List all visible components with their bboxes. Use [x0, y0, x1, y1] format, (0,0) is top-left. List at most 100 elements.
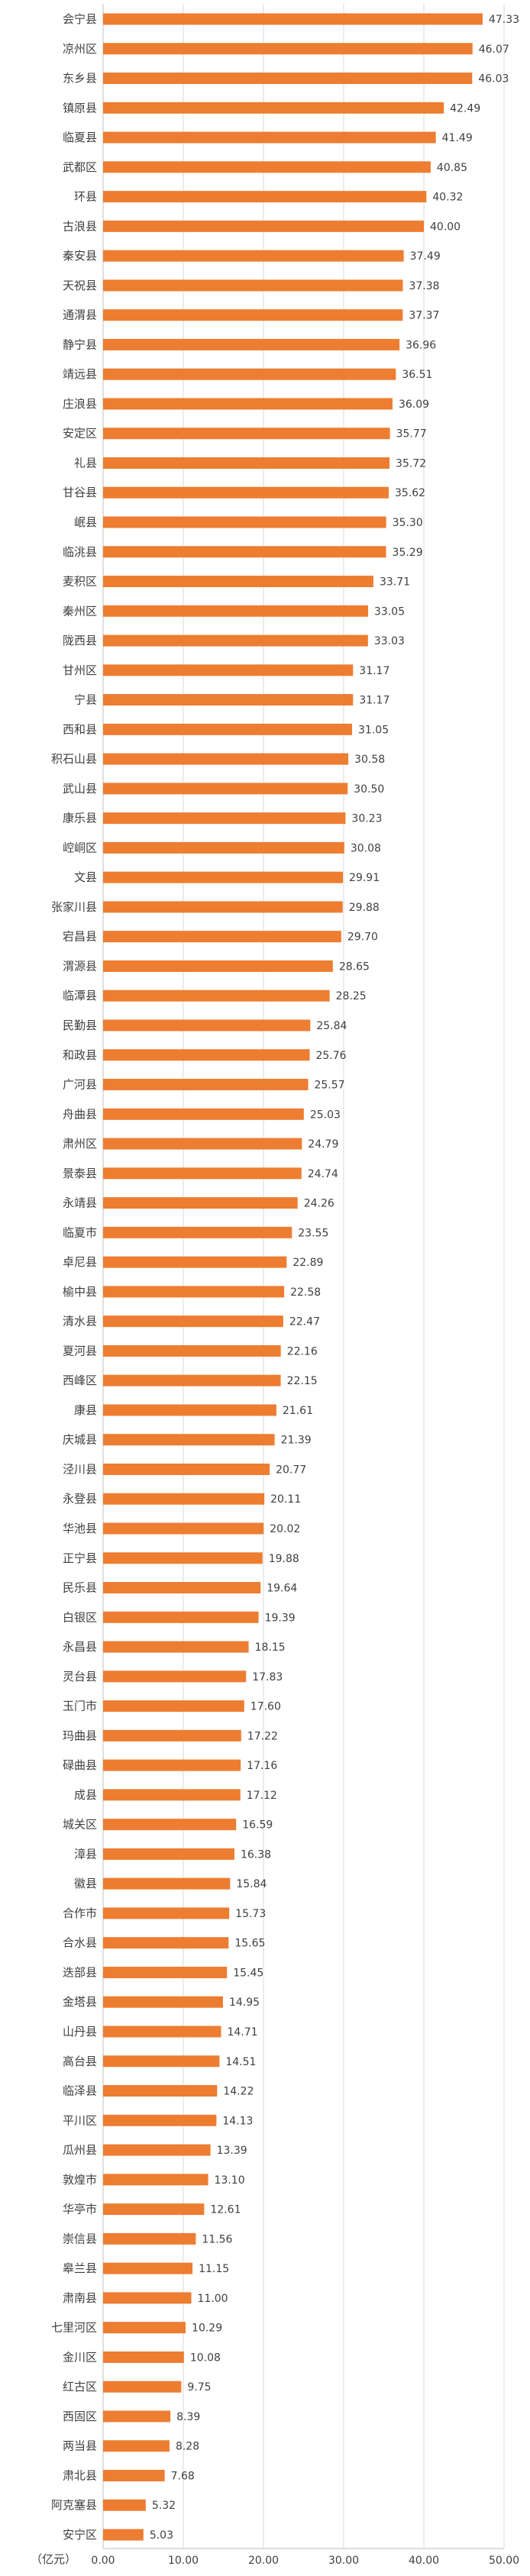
bar — [103, 1434, 275, 1446]
data-label: 31.05 — [358, 724, 389, 736]
category-label: 庄浪县 — [63, 397, 97, 411]
data-label: 23.55 — [298, 1227, 328, 1239]
category-label: 两当县 — [63, 2439, 97, 2453]
bar — [103, 1226, 292, 1238]
category-label: 城关区 — [63, 1818, 97, 1832]
bar — [103, 1729, 241, 1742]
category-label: 宕昌县 — [63, 930, 97, 944]
bar — [103, 428, 390, 440]
category-label: 永登县 — [63, 1492, 97, 1506]
category-label: 肃州区 — [63, 1137, 97, 1151]
category-label: 西峰区 — [63, 1374, 97, 1387]
data-label: 30.23 — [351, 813, 382, 825]
data-label: 14.95 — [229, 1997, 260, 2009]
bar — [103, 161, 431, 173]
bar — [103, 546, 386, 558]
category-label: 夏河县 — [63, 1344, 97, 1357]
data-label: 40.00 — [430, 221, 461, 233]
data-label: 24.79 — [308, 1138, 338, 1151]
bar — [103, 1197, 298, 1209]
data-label: 42.49 — [450, 102, 480, 115]
category-label: 清水县 — [63, 1315, 97, 1328]
data-label: 40.85 — [437, 162, 467, 174]
bar — [103, 279, 403, 292]
data-label: 25.84 — [316, 1020, 347, 1032]
bar — [103, 398, 393, 410]
category-label: 瓜州县 — [63, 2143, 97, 2157]
category-label: 静宁县 — [63, 337, 97, 351]
category-label: 文县 — [74, 870, 97, 884]
data-label: 15.84 — [236, 1878, 267, 1890]
bar — [103, 368, 396, 380]
category-label: 临潭县 — [63, 989, 97, 1002]
data-label: 33.05 — [374, 605, 405, 618]
bar — [103, 1138, 302, 1150]
bar — [103, 2232, 196, 2245]
data-label: 14.22 — [223, 2086, 254, 2098]
bar — [103, 931, 341, 943]
data-label: 20.11 — [270, 1493, 301, 1506]
bar — [103, 486, 389, 499]
data-label: 33.03 — [374, 635, 405, 647]
data-label: 15.45 — [233, 1967, 263, 1979]
category-label: 凉州区 — [63, 42, 97, 56]
data-label: 13.10 — [215, 2174, 245, 2187]
label-layer: 会宁县 47.33 凉州区 46.07 东乡县 46.03 镇原县 42.49 临夏县 41.49… — [51, 12, 519, 2542]
category-label: 山丹县 — [63, 2025, 97, 2039]
data-label: 37.49 — [410, 250, 441, 263]
category-label: 肃北县 — [63, 2468, 97, 2482]
category-label: 临夏市 — [63, 1225, 97, 1239]
bar — [103, 73, 473, 85]
data-label: 30.50 — [354, 783, 384, 796]
category-label: 华亭市 — [63, 2203, 97, 2216]
data-label: 35.72 — [396, 457, 426, 470]
bar — [103, 694, 354, 706]
data-label: 17.12 — [247, 1790, 277, 1802]
x-tick-label: 30.00 — [328, 2555, 359, 2567]
data-label: 14.51 — [225, 2056, 256, 2068]
category-label: 庆城县 — [63, 1433, 97, 1447]
x-tick-label: 50.00 — [489, 2555, 519, 2567]
bar — [103, 2055, 220, 2068]
data-label: 35.30 — [393, 517, 423, 529]
bar-layer — [103, 13, 483, 2541]
bar — [103, 1819, 237, 1831]
data-label: 22.15 — [287, 1375, 318, 1387]
bar — [103, 634, 368, 647]
category-label: 泾川县 — [63, 1462, 97, 1476]
category-label: 临泽县 — [63, 2084, 97, 2098]
data-label: 15.73 — [235, 1908, 266, 1920]
category-label: 天祝县 — [63, 279, 97, 292]
category-label: 安定区 — [63, 427, 97, 441]
category-label: 榆中县 — [63, 1285, 97, 1299]
x-tick-label: 20.00 — [248, 2555, 279, 2567]
bar — [103, 2026, 221, 2038]
x-tick-label: 10.00 — [168, 2555, 199, 2567]
category-label: 合作市 — [63, 1906, 97, 1920]
bar — [103, 131, 436, 144]
bar — [103, 1344, 281, 1357]
data-label: 20.77 — [276, 1464, 306, 1476]
data-label: 13.39 — [217, 2145, 247, 2157]
bar — [103, 338, 400, 350]
category-label: 宁县 — [74, 693, 97, 707]
data-label: 12.61 — [210, 2204, 241, 2216]
bar — [103, 1907, 230, 1919]
bar — [103, 2529, 144, 2541]
bar — [103, 1522, 264, 1535]
category-label: 渭源县 — [63, 959, 97, 973]
category-label: 成县 — [74, 1788, 97, 1802]
bar — [103, 989, 330, 1002]
bar — [103, 250, 404, 262]
category-label: 金塔县 — [63, 1995, 97, 2009]
bar — [103, 2381, 182, 2393]
category-label: 古浪县 — [63, 219, 97, 233]
category-label: 甘谷县 — [63, 486, 97, 499]
bar — [103, 457, 390, 469]
category-label: 卓尼县 — [63, 1255, 97, 1269]
data-label: 30.58 — [354, 754, 385, 766]
bar — [103, 2322, 186, 2334]
bar — [103, 2440, 170, 2452]
category-label: 崆峒区 — [63, 841, 97, 854]
grid-layer — [102, 4, 505, 2549]
